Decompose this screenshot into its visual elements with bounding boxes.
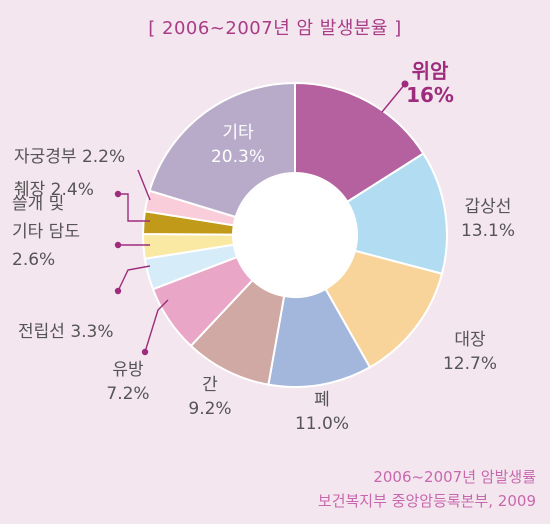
slice-value-유방: 7.2% — [106, 384, 149, 404]
leader-dot-전립선 — [114, 287, 122, 295]
slice-value-폐: 11.0% — [295, 414, 349, 434]
leader-line-위암 — [381, 83, 406, 113]
slice-label-쓸개-및-기타-담도-line2: 기타 담도 — [12, 222, 80, 242]
slice-label-기타: 기타 — [222, 123, 254, 143]
label-유방: 유방 7.2% — [106, 299, 169, 404]
label-간: 간 9.2% — [188, 375, 231, 419]
slice-label-폐: 폐 — [314, 390, 330, 410]
label-갑상선: 갑상선 13.1% — [461, 197, 515, 241]
slice-label-전립선: 전립선 3.3% — [18, 322, 114, 342]
source-line-2: 보건복지부 중앙암등록본부, 2009 — [317, 492, 536, 510]
slice-label-간: 간 — [202, 375, 218, 395]
leader-line-유방 — [144, 299, 169, 353]
label-대장: 대장 12.7% — [443, 330, 497, 374]
label-폐: 폐 11.0% — [295, 390, 349, 434]
leader-dot-쓸개-및-기타-담도 — [114, 241, 122, 249]
chart-title: [ 2006~2007년 암 발생분율 ] — [148, 18, 402, 39]
slice-기타 — [148, 81, 296, 219]
leader-line-췌장 — [118, 193, 150, 222]
slice-value-대장: 12.7% — [443, 354, 497, 374]
slice-위암 — [294, 81, 425, 204]
slice-갑상선 — [345, 152, 448, 275]
label-췌장: 췌장 2.4% — [14, 180, 150, 222]
slice-label-췌장: 췌장 2.4% — [14, 180, 94, 200]
leader-line-전립선 — [117, 265, 151, 292]
label-쓸개-및-기타-담도: 쓸개 및기타 담도 2.6% — [12, 194, 150, 270]
slice-value-갑상선: 13.1% — [461, 221, 515, 241]
label-전립선: 전립선 3.3% — [18, 265, 151, 342]
slice-label-유방: 유방 — [112, 360, 144, 380]
label-기타: 기타 20.3% — [211, 123, 265, 167]
source-line-1: 2006~2007년 암발생률 — [373, 468, 536, 486]
slice-value-기타: 20.3% — [211, 147, 265, 167]
slice-value-위암: 16% — [406, 83, 454, 107]
leader-dot-유방 — [141, 348, 149, 356]
slice-label-자궁경부: 자궁경부 2.2% — [14, 147, 125, 167]
slice-label-갑상선: 갑상선 — [465, 197, 512, 217]
slice-label-쓸개-및-기타-담도-line1: 쓸개 및 — [12, 194, 64, 214]
slice-value-간: 9.2% — [188, 399, 231, 419]
leader-line-자궁경부 — [137, 169, 151, 201]
slice-label-위암: 위암 — [412, 59, 449, 83]
slice-label-대장: 대장 — [454, 330, 486, 350]
donut-hole — [234, 174, 356, 296]
label-자궁경부: 자궁경부 2.2% — [14, 147, 151, 201]
leader-dot-췌장 — [114, 190, 122, 198]
slice-value-쓸개-및-기타-담도: 2.6% — [12, 250, 55, 270]
